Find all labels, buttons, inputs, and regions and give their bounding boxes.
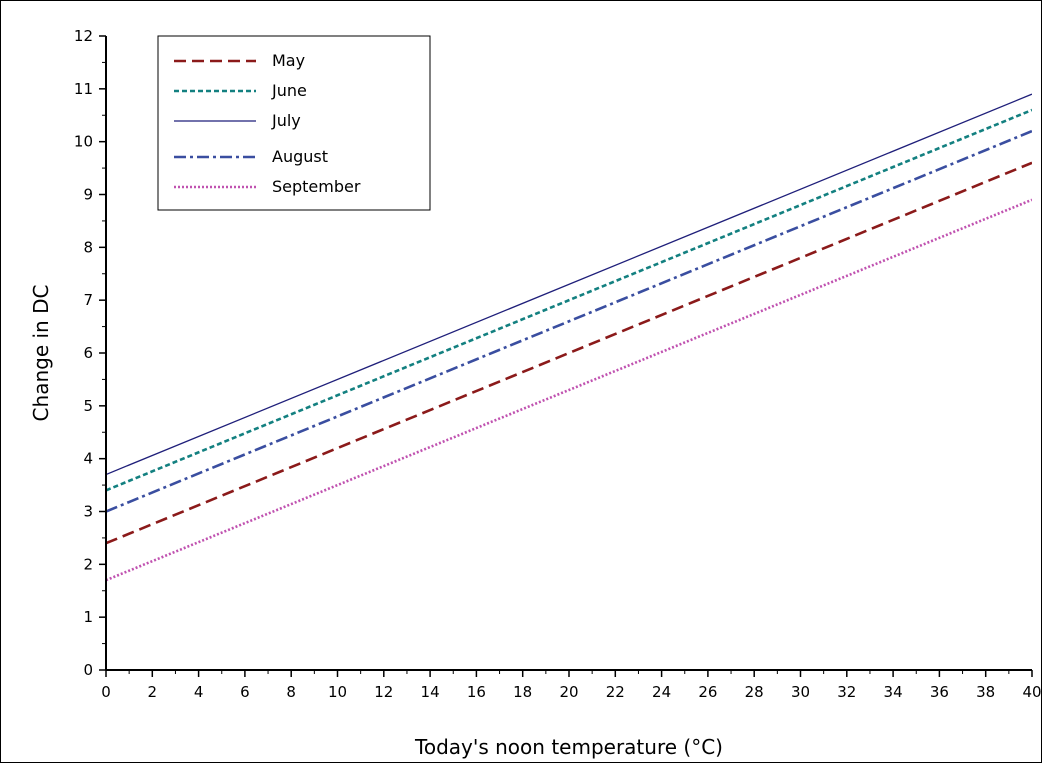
legend-label-september: September [272,177,361,196]
y-tick-label: 12 [74,27,93,45]
y-tick-label: 10 [74,133,93,151]
y-tick-label: 1 [83,608,93,626]
y-tick-label: 3 [83,503,93,521]
y-tick-label: 4 [83,450,93,468]
series-lines [106,93,1032,582]
x-tick-label: 12 [374,683,393,701]
x-tick-label: 2 [148,683,158,701]
series-line-may [106,161,1032,545]
series-line-july [106,93,1032,476]
y-axis-title: Change in DC [29,285,53,422]
legend-label-august: August [272,147,328,166]
x-tick-label: 24 [652,683,671,701]
y-tick-label: 0 [83,661,93,679]
x-tick-label: 14 [421,683,440,701]
series-line-september [106,198,1032,582]
y-tick-label: 7 [83,291,93,309]
y-tick-label: 11 [74,80,93,98]
series-line-june [106,108,1032,492]
legend-label-july: July [271,111,301,130]
x-tick-label: 36 [930,683,949,701]
x-tick-label: 38 [976,683,995,701]
y-tick-label: 5 [83,397,93,415]
x-tick-label: 4 [194,683,204,701]
legend-label-june: June [271,81,307,100]
x-tick-label: 34 [884,683,903,701]
x-tick-label: 0 [101,683,111,701]
series-line-august [106,129,1032,513]
x-tick-label: 32 [837,683,856,701]
x-tick-label: 30 [791,683,810,701]
y-tick-label: 6 [83,344,93,362]
legend-box [157,35,431,211]
legend: May June July August September [157,35,431,211]
x-tick-label: 10 [328,683,347,701]
x-tick-label: 26 [698,683,717,701]
y-tick-label: 2 [83,555,93,573]
y-tick-label: 9 [83,186,93,204]
y-tick-label: 8 [83,238,93,256]
x-tick-label: 6 [240,683,250,701]
x-tick-label: 8 [286,683,296,701]
x-tick-label: 40 [1022,683,1041,701]
x-tick-label: 22 [606,683,625,701]
x-tick-label: 28 [745,683,764,701]
x-tick-label: 20 [559,683,578,701]
x-tick-label: 16 [467,683,486,701]
x-tick-label: 18 [513,683,532,701]
legend-label-may: May [272,51,305,70]
x-axis-title: Today's noon temperature (°C) [414,735,723,759]
